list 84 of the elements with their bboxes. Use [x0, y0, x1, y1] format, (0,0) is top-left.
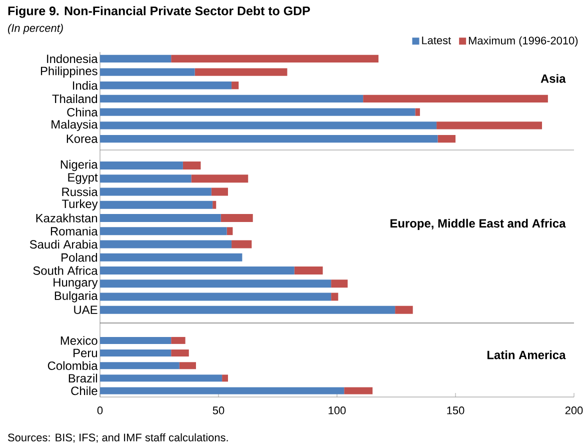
x-tick-label: 0	[97, 406, 103, 414]
y-tick-label: China	[67, 108, 98, 116]
source-note: Sources: BIS; IFS; and IMF staff calculations.	[8, 433, 228, 443]
y-tick-label: Kazakhstan	[36, 214, 98, 222]
bar	[100, 162, 183, 170]
x-tick-label: 200	[565, 406, 583, 414]
bar	[331, 280, 348, 288]
y-tick-label: Nigeria	[60, 160, 98, 172]
chart-title: Figure 9. Non-Financial Private Sector Debt to GDP	[8, 6, 310, 18]
y-tick-label: Indonesia	[47, 54, 98, 64]
bar	[100, 94, 364, 103]
legend-label: Latest	[422, 36, 451, 44]
y-tick-label: Korea	[66, 134, 98, 143]
y-tick-label: Russia	[62, 187, 98, 196]
bar	[100, 174, 192, 183]
bar	[100, 68, 195, 76]
y-tick-label: Brazil	[68, 374, 98, 383]
bar	[100, 200, 213, 209]
bar	[438, 134, 456, 143]
bar	[100, 350, 172, 357]
bar	[171, 350, 189, 357]
bar	[171, 54, 378, 62]
y-tick-label: Philippines	[40, 66, 98, 78]
y-tick-label: Hungary	[54, 278, 98, 289]
y-tick-label: Mexico	[60, 336, 98, 345]
bar	[415, 108, 420, 116]
bar	[179, 362, 196, 370]
y-tick-label: Peru	[74, 348, 98, 358]
bar	[100, 362, 180, 370]
bar	[100, 82, 232, 90]
bar	[344, 387, 373, 394]
bar	[182, 162, 201, 170]
bar	[100, 214, 221, 222]
bar	[100, 122, 437, 130]
x-tick-label: 150	[447, 406, 464, 414]
chart-subtitle: (In percent)	[8, 24, 63, 34]
y-tick-label: Romania	[50, 226, 98, 236]
bar	[100, 387, 344, 394]
y-tick-label: Chile	[71, 386, 98, 396]
bar	[100, 227, 227, 236]
bar	[100, 253, 242, 262]
y-tick-label: Thailand	[52, 94, 98, 104]
bar	[363, 94, 548, 103]
bar	[100, 240, 232, 248]
y-tick-label: Poland	[62, 252, 98, 262]
bar	[331, 292, 338, 301]
y-tick-label: Saudi Arabia	[30, 240, 98, 249]
bar	[194, 68, 288, 76]
bar	[100, 188, 212, 196]
y-tick-label: Malaysia	[52, 120, 98, 132]
bar	[100, 292, 332, 301]
y-tick-label: Bulgaria	[54, 291, 98, 302]
bar	[294, 266, 323, 274]
bar	[100, 336, 172, 344]
bar	[232, 240, 252, 248]
legend-label: Maximum (1996-2010)	[468, 36, 578, 47]
x-tick-label: 100	[328, 406, 346, 414]
y-tick-label: India	[72, 80, 98, 90]
y-tick-label: Egypt	[68, 173, 98, 184]
x-tick-label: 50	[212, 406, 224, 414]
bar	[100, 306, 396, 314]
bar	[395, 306, 413, 314]
bar	[100, 266, 294, 274]
bar	[211, 188, 228, 196]
bar	[100, 108, 416, 116]
bar	[100, 280, 332, 288]
bar	[232, 82, 239, 90]
bar	[171, 336, 186, 344]
annotation: Europe, Middle East and Africa	[390, 218, 566, 230]
bar	[100, 374, 222, 382]
annotation: Latin America	[487, 350, 566, 360]
bar	[220, 214, 253, 222]
bar	[226, 227, 233, 236]
bar	[436, 122, 542, 130]
bar	[212, 200, 216, 209]
y-tick-label: UAE	[74, 306, 98, 314]
y-tick-label: South Africa	[33, 266, 98, 275]
bar	[100, 54, 172, 62]
y-tick-label: Turkey	[62, 199, 98, 210]
bar	[222, 374, 228, 382]
bar	[100, 134, 438, 143]
bar	[191, 174, 248, 183]
y-tick-label: Colombia	[48, 361, 98, 370]
annotation: Asia	[540, 74, 566, 83]
